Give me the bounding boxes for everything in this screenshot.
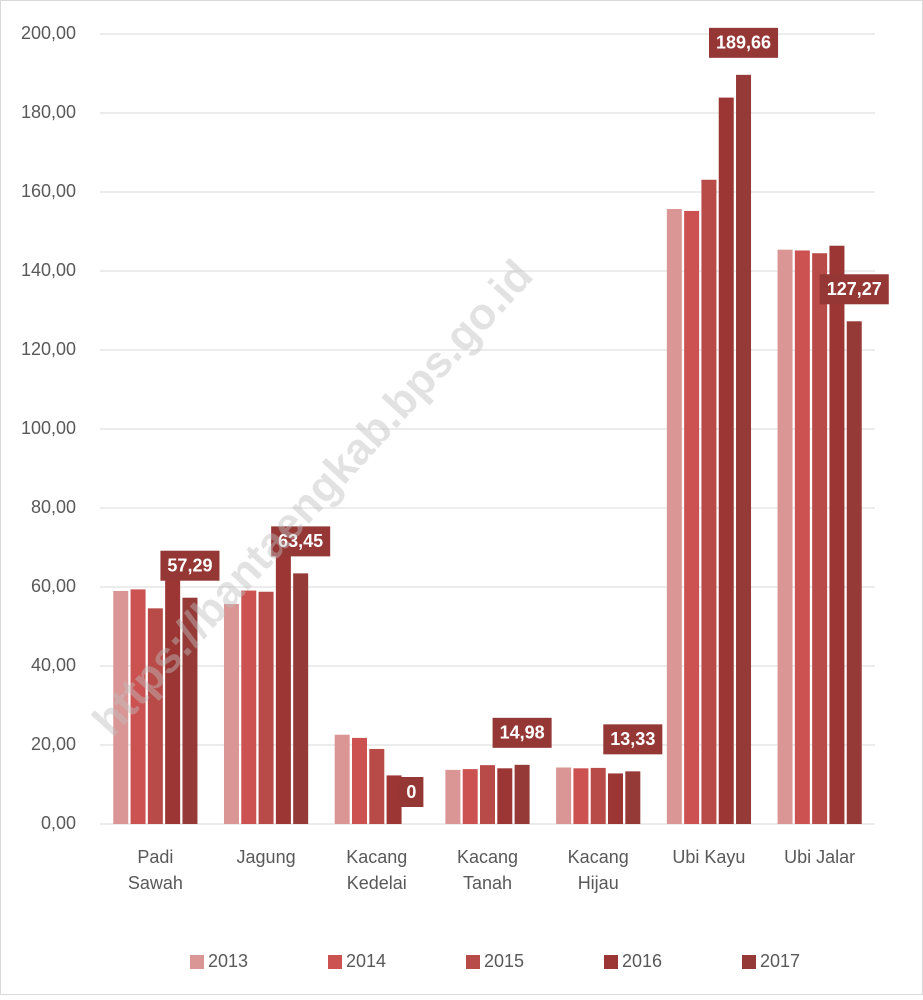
legend-label: 2017 [760, 951, 800, 971]
value-label-box [603, 724, 663, 755]
x-tick-label: Kacang Kedelai [346, 847, 407, 893]
bar [223, 603, 239, 824]
x-tick-label: Kacang Tanah [457, 847, 518, 893]
bar [480, 765, 495, 824]
bar [130, 589, 146, 824]
bar [165, 572, 181, 824]
bar [666, 208, 682, 825]
y-tick-label: 0,00 [41, 813, 76, 833]
bar [386, 775, 402, 824]
value-label-text: 57,29 [167, 555, 212, 575]
value-label-box [708, 27, 779, 58]
legend-swatch [742, 955, 756, 969]
bar [556, 767, 572, 824]
value-label-text: 63,45 [278, 531, 323, 551]
bar [351, 737, 367, 824]
bar [573, 768, 589, 824]
legend-label: 2016 [622, 951, 662, 971]
bar [182, 597, 198, 824]
value-label-text: 13,33 [610, 729, 655, 749]
y-tick-label: 200,00 [21, 23, 76, 43]
bar [812, 253, 828, 825]
bar [241, 590, 257, 824]
y-tick-label: 80,00 [31, 497, 76, 517]
x-tick-label: Jagung [237, 847, 296, 867]
bar [829, 245, 845, 825]
legend-swatch [466, 955, 480, 969]
y-tick-label: 160,00 [21, 181, 76, 201]
bar [497, 768, 513, 824]
legend-label: 2013 [208, 951, 248, 971]
y-tick-label: 60,00 [31, 576, 76, 596]
value-label-box [160, 550, 220, 581]
y-tick-label: 100,00 [21, 418, 76, 438]
bar [462, 769, 478, 824]
value-label: 63,45 [271, 526, 331, 557]
y-tick-label: 40,00 [31, 655, 76, 675]
bar [608, 773, 624, 824]
legend-swatch [604, 955, 618, 969]
value-label: 127,27 [819, 274, 889, 305]
bar [718, 97, 734, 825]
bar [147, 608, 163, 824]
bar [258, 591, 274, 824]
bar [794, 250, 810, 824]
legend-swatch [190, 955, 204, 969]
x-tick-label: Ubi Jalar [784, 847, 855, 867]
bar [514, 764, 530, 824]
y-tick-label: 20,00 [31, 734, 76, 754]
value-label: 189,66 [708, 27, 779, 58]
y-tick-label: 120,00 [21, 339, 76, 359]
y-tick-label: 140,00 [21, 260, 76, 280]
bar [334, 734, 350, 824]
bar [625, 771, 641, 824]
value-label-text: 14,98 [500, 723, 545, 743]
value-label: 57,29 [160, 550, 220, 581]
value-label-text: 127,27 [827, 279, 882, 299]
bar [736, 74, 752, 824]
value-label-box [819, 274, 889, 305]
bar [777, 249, 793, 825]
bar [701, 179, 717, 824]
bar [684, 210, 700, 824]
value-label: 0 [399, 777, 424, 807]
value-label-box [492, 717, 552, 748]
bar [275, 555, 291, 824]
value-label: 13,33 [603, 724, 663, 755]
x-tick-label: Kacang Hijau [568, 847, 629, 893]
y-tick-label: 180,00 [21, 102, 76, 122]
bar [113, 590, 129, 824]
bar [293, 573, 309, 824]
legend-swatch [328, 955, 342, 969]
legend-label: 2014 [346, 951, 386, 971]
bar [369, 748, 385, 824]
value-label: 14,98 [492, 717, 552, 748]
value-label-text: 189,66 [716, 33, 771, 53]
bar [445, 769, 461, 824]
x-tick-label: Ubi Kayu [672, 847, 745, 867]
value-label-box [399, 777, 424, 807]
bar [846, 321, 862, 824]
bar [590, 767, 606, 824]
value-label-text: 0 [406, 782, 416, 802]
x-tick-label: Padi Sawah [128, 847, 183, 893]
legend-label: 2015 [484, 951, 524, 971]
value-label-box [271, 526, 331, 557]
